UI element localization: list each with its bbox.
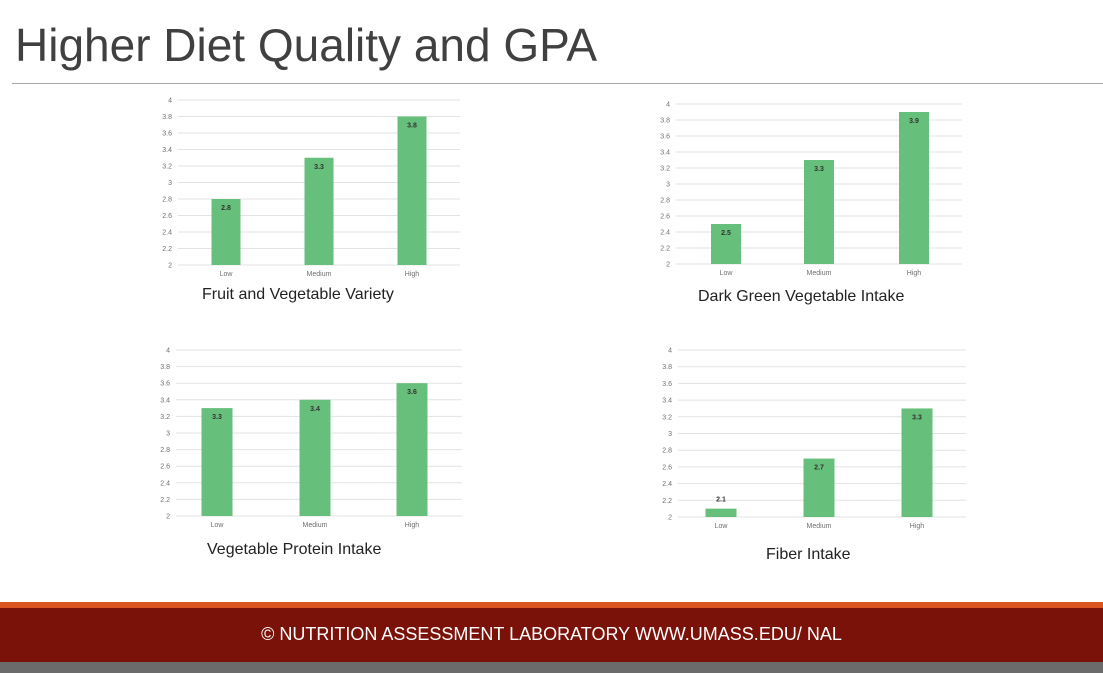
bar-value-label: 2.7 <box>814 465 824 472</box>
y-tick-label: 2.2 <box>662 498 672 505</box>
y-tick-label: 3 <box>668 431 672 438</box>
y-tick-label: 2.2 <box>660 246 670 253</box>
y-tick-label: 2.4 <box>160 480 170 487</box>
chart-vegetable-protein-intake: 2 2.2 2.4 2.6 2.8 3 3.2 3.4 3.6 3.8 4 3.3 Low 3.4 Medi… <box>160 348 462 529</box>
bar-value-label: 2.1 <box>716 497 726 504</box>
bar-value-label: 3.3 <box>814 166 824 173</box>
bar-value-label: 2.5 <box>721 230 731 237</box>
y-tick-label: 2 <box>166 514 170 521</box>
y-tick-label: 2 <box>668 515 672 522</box>
x-tick-label: Medium <box>303 522 328 529</box>
bar-value-label: 3.6 <box>407 389 417 396</box>
y-tick-label: 2.6 <box>660 214 670 221</box>
y-tick-label: 2.2 <box>162 246 172 253</box>
x-tick-label: High <box>907 270 922 277</box>
y-tick-label: 3.8 <box>662 364 672 371</box>
y-tick-label: 2 <box>666 262 670 269</box>
bar-medium <box>803 458 835 517</box>
x-tick-label: Low <box>211 522 225 529</box>
y-tick-label: 2.6 <box>162 213 172 220</box>
x-tick-label: High <box>910 523 925 530</box>
y-tick-label: 2.8 <box>162 197 172 204</box>
y-tick-label: 3 <box>666 182 670 189</box>
y-tick-label: 3.2 <box>660 166 670 173</box>
x-tick-label: Medium <box>807 270 832 277</box>
y-tick-label: 2.4 <box>662 481 672 488</box>
y-tick-label: 4 <box>166 348 170 355</box>
bar-value-label: 3.8 <box>407 123 417 130</box>
y-tick-label: 2.4 <box>660 230 670 237</box>
chart-dark-green-vegetable-intake: 2 2.2 2.4 2.6 2.8 3 3.2 3.4 3.6 3.8 4 2.5 Low 3.3 Medi… <box>660 102 962 277</box>
chart-caption: Vegetable Protein Intake <box>207 541 382 558</box>
bar-low <box>201 408 233 516</box>
bar-high <box>899 112 929 264</box>
y-tick-label: 2 <box>168 263 172 270</box>
slide-title: Higher Diet Quality and GPA <box>15 19 598 71</box>
bar-high <box>396 383 428 516</box>
bar-low <box>211 199 241 265</box>
y-tick-label: 3.6 <box>160 381 170 388</box>
footer-text: © NUTRITION ASSESSMENT LABORATORY WWW.UM… <box>261 624 842 644</box>
x-tick-label: Low <box>720 270 734 277</box>
y-tick-label: 3.6 <box>660 134 670 141</box>
y-tick-label: 4 <box>668 348 672 355</box>
bar-high <box>901 408 933 517</box>
y-tick-label: 2.6 <box>160 464 170 471</box>
y-tick-label: 3.2 <box>160 414 170 421</box>
y-tick-label: 2.8 <box>660 198 670 205</box>
bar-value-label: 3.9 <box>909 118 919 125</box>
bar-value-label: 3.3 <box>212 414 222 421</box>
y-tick-label: 3.4 <box>160 397 170 404</box>
y-tick-label: 3.8 <box>160 364 170 371</box>
y-tick-label: 3.4 <box>660 150 670 157</box>
y-tick-label: 3.8 <box>660 118 670 125</box>
chart-caption: Dark Green Vegetable Intake <box>698 288 905 305</box>
y-tick-label: 3.2 <box>162 164 172 171</box>
y-tick-label: 3 <box>168 180 172 187</box>
footer-bottom-strip <box>0 662 1103 673</box>
bar-value-label: 3.4 <box>310 406 320 413</box>
bar-low <box>705 508 737 517</box>
y-tick-label: 3.6 <box>162 131 172 138</box>
y-tick-label: 2.2 <box>160 497 170 504</box>
y-tick-label: 2.8 <box>160 447 170 454</box>
y-tick-label: 2.4 <box>162 230 172 237</box>
y-tick-label: 3.6 <box>662 381 672 388</box>
bar-low <box>711 224 741 264</box>
bar-medium <box>299 399 331 516</box>
bar-high <box>397 116 427 265</box>
y-tick-label: 2.8 <box>662 448 672 455</box>
bar-medium <box>304 157 334 265</box>
y-tick-label: 4 <box>666 102 670 109</box>
chart-fruit-vegetable-variety: 2 2.2 2.4 2.6 2.8 3 3.2 3.4 3.6 3.8 4 2.8 Low 3.3 Medi… <box>162 98 460 278</box>
y-tick-label: 3.4 <box>662 398 672 405</box>
x-tick-label: Medium <box>307 271 332 278</box>
y-tick-label: 3.8 <box>162 114 172 121</box>
bar-value-label: 2.8 <box>221 205 231 212</box>
y-tick-label: 2.6 <box>662 464 672 471</box>
y-tick-label: 3.2 <box>662 414 672 421</box>
bar-value-label: 3.3 <box>912 414 922 421</box>
x-tick-label: Low <box>220 271 234 278</box>
y-tick-label: 3 <box>166 431 170 438</box>
y-tick-label: 4 <box>168 98 172 105</box>
footer-band <box>0 608 1103 662</box>
x-tick-label: Low <box>715 523 729 530</box>
footer-accent-stripe <box>0 602 1103 608</box>
chart-fiber-intake: 2 2.2 2.4 2.6 2.8 3 3.2 3.4 3.6 3.8 4 2.1 Low 2.7 Medi… <box>662 348 966 530</box>
y-tick-label: 3.4 <box>162 147 172 154</box>
x-tick-label: Medium <box>807 523 832 530</box>
bar-value-label: 3.3 <box>314 164 324 171</box>
title-divider <box>12 83 1103 84</box>
bar-medium <box>804 160 834 264</box>
x-tick-label: High <box>405 271 420 278</box>
chart-caption: Fiber Intake <box>766 546 851 563</box>
chart-caption: Fruit and Vegetable Variety <box>202 286 394 303</box>
x-tick-label: High <box>405 522 420 529</box>
